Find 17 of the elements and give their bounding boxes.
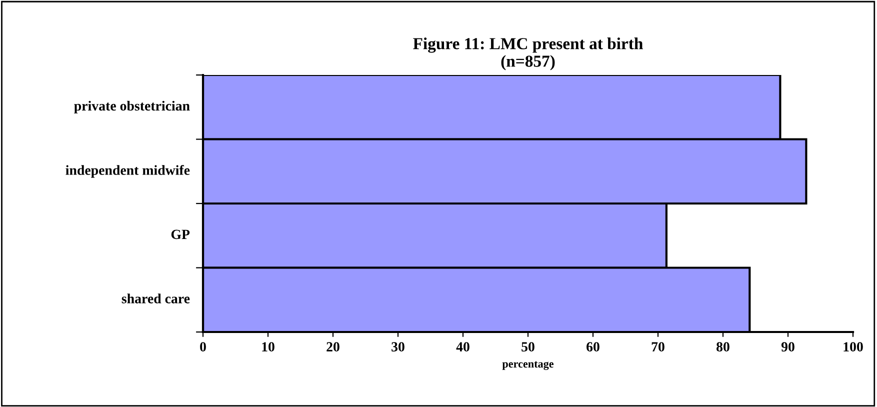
x-tick-label: 50 xyxy=(522,342,534,352)
x-tick-label: 80 xyxy=(716,342,730,352)
x-tick-label: 20 xyxy=(326,342,340,352)
y-tick-label: shared care xyxy=(122,294,190,304)
x-tick-label: 30 xyxy=(392,342,404,352)
x-axis-title: percentage xyxy=(502,361,554,370)
y-tick-label: private obstetrician xyxy=(74,100,190,114)
y-tick-label: independent midwife xyxy=(66,165,190,178)
x-tick-label: 100 xyxy=(844,342,863,352)
x-tick-label: 90 xyxy=(781,342,794,352)
x-tick-label: 60 xyxy=(586,342,600,352)
x-tick-label: 40 xyxy=(456,342,470,352)
y-tick-label: GP xyxy=(171,230,190,240)
x-tick-label: 10 xyxy=(262,342,274,352)
chart-title: Figure 11: LMC present at birth (n=857) xyxy=(413,38,643,70)
x-tick-label: 70 xyxy=(652,342,664,352)
x-tick-label: 0 xyxy=(200,342,206,352)
